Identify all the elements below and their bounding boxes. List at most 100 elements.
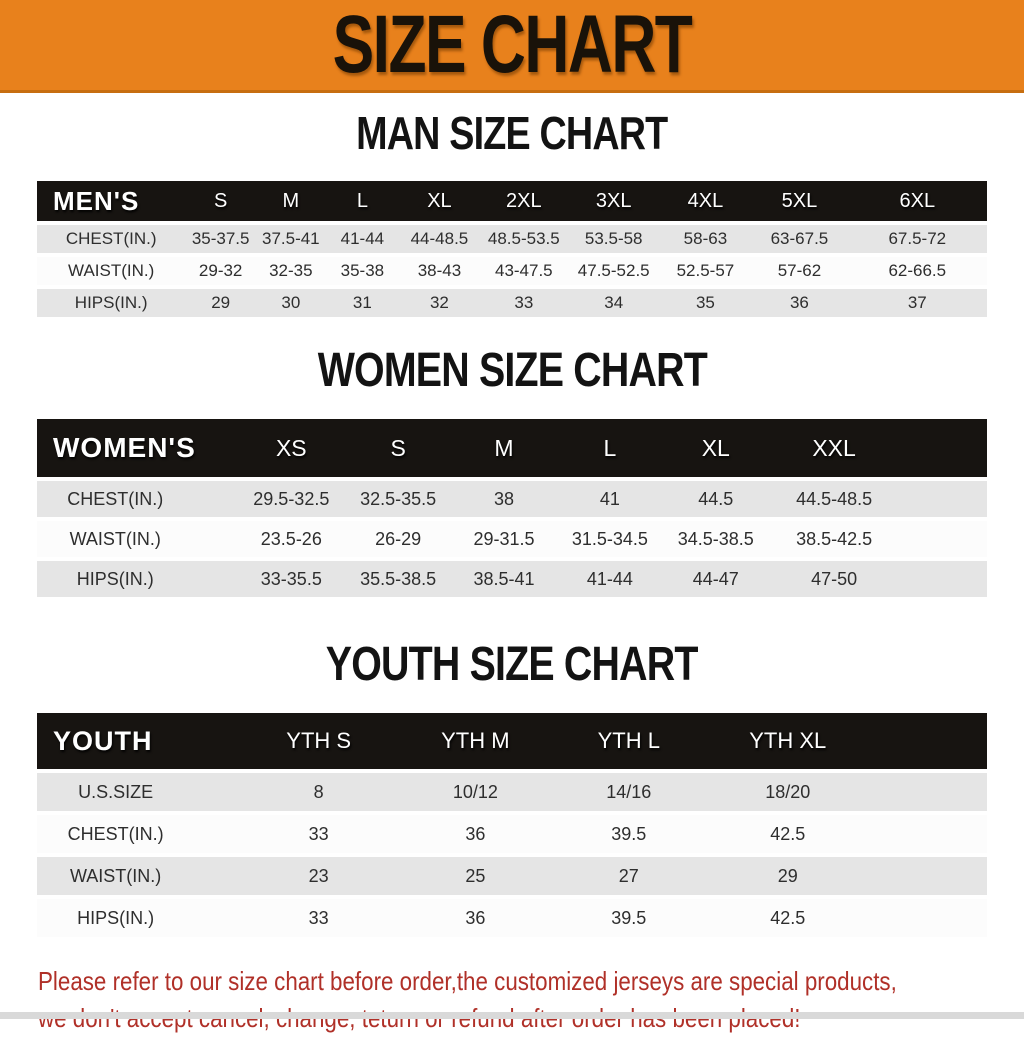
men-cell-value: 34	[567, 289, 660, 317]
women-cell-value: 29.5-32.5	[237, 481, 346, 517]
men-row-label: HIPS(IN.)	[37, 289, 186, 317]
men-column-header: S	[185, 181, 256, 221]
youth-cell-value: 8	[238, 773, 400, 811]
youth-cell-value: 25	[399, 857, 552, 895]
men-cell-value: 53.5-58	[567, 225, 660, 253]
women-table-row: HIPS(IN.) 33-35.5 35.5-38.5 38.5-41 41-44 44-…	[37, 561, 987, 597]
order-policy-line1: Please refer to our size chart before or…	[38, 966, 897, 996]
women-cell-value: 41-44	[556, 561, 663, 597]
women-cell-spacer	[899, 521, 987, 557]
men-column-header: L	[325, 181, 400, 221]
men-cell-value: 29-32	[185, 257, 256, 285]
women-cell-spacer	[899, 561, 987, 597]
women-header-row: WOMEN'S XS S M L XL XXL	[37, 419, 987, 477]
women-chart-heading: WOMEN SIZE CHART	[0, 345, 1024, 397]
women-column-header: XS	[237, 419, 346, 477]
men-cell-value: 43-47.5	[479, 257, 568, 285]
bottom-divider	[0, 1012, 1024, 1019]
men-chart-title: MAN SIZE CHART	[356, 107, 668, 159]
men-cell-value: 31	[325, 289, 400, 317]
men-cell-value: 37	[847, 289, 987, 317]
youth-size-section: YOUTH SIZE CHART YOUTH YTH S YTH M YTH L YTH…	[0, 639, 1024, 941]
women-cell-value: 34.5-38.5	[662, 521, 769, 557]
youth-chart-heading: YOUTH SIZE CHART	[0, 639, 1024, 691]
youth-corner-label: YOUTH	[37, 713, 239, 769]
men-cell-value: 47.5-52.5	[567, 257, 660, 285]
women-column-spacer	[899, 419, 987, 477]
men-column-header: 2XL	[479, 181, 568, 221]
men-cell-value: 37.5-41	[255, 225, 326, 253]
youth-table-row: CHEST(IN.) 33 36 39.5 42.5	[37, 815, 987, 853]
men-table-row: HIPS(IN.) 29 30 31 32 33 34 35 36 37	[37, 289, 987, 317]
women-cell-value: 32.5-35.5	[345, 481, 452, 517]
men-corner-label: MEN'S	[37, 181, 186, 221]
women-cell-value: 38	[451, 481, 557, 517]
women-cell-value: 47-50	[768, 561, 900, 597]
women-column-header: XXL	[768, 419, 900, 477]
youth-cell-value: 33	[238, 815, 400, 853]
women-cell-value: 33-35.5	[237, 561, 346, 597]
youth-cell-value: 27	[551, 857, 706, 895]
women-cell-value: 38.5-42.5	[768, 521, 900, 557]
men-row-label: WAIST(IN.)	[37, 257, 186, 285]
youth-cell-spacer	[869, 815, 987, 853]
men-cell-value: 48.5-53.5	[479, 225, 568, 253]
men-size-table: MEN'S S M L XL 2XL 3XL 4XL 5XL 6XL CHEST(IN.) 35-37…	[37, 177, 987, 321]
women-column-header: L	[556, 419, 663, 477]
men-cell-value: 58-63	[659, 225, 752, 253]
men-cell-value: 29	[185, 289, 256, 317]
youth-column-spacer	[869, 713, 987, 769]
youth-cell-value: 42.5	[705, 815, 870, 853]
women-size-table: WOMEN'S XS S M L XL XXL CHEST(IN.) 29.5-32.5 32.5…	[37, 415, 987, 601]
women-chart-title: WOMEN SIZE CHART	[317, 344, 707, 397]
men-cell-value: 32-35	[255, 257, 326, 285]
men-column-header: 5XL	[751, 181, 848, 221]
women-corner-label: WOMEN'S	[37, 419, 238, 477]
youth-table-row: WAIST(IN.) 23 25 27 29	[37, 857, 987, 895]
youth-row-label: WAIST(IN.)	[37, 857, 239, 895]
youth-chart-title: YOUTH SIZE CHART	[326, 638, 699, 691]
women-cell-value: 44-47	[662, 561, 769, 597]
women-column-header: M	[451, 419, 557, 477]
youth-size-table: YOUTH YTH S YTH M YTH L YTH XL U.S.SIZE 8 10/12…	[37, 709, 987, 941]
men-cell-value: 32	[399, 289, 480, 317]
women-cell-value: 35.5-38.5	[345, 561, 452, 597]
men-table-row: WAIST(IN.) 29-32 32-35 35-38 38-43 43-47.5 47.…	[37, 257, 987, 285]
youth-column-header: YTH M	[399, 713, 552, 769]
women-cell-value: 29-31.5	[451, 521, 557, 557]
men-row-label: CHEST(IN.)	[37, 225, 186, 253]
youth-cell-spacer	[869, 857, 987, 895]
men-cell-value: 38-43	[399, 257, 480, 285]
youth-cell-value: 39.5	[551, 899, 706, 937]
women-table-row: CHEST(IN.) 29.5-32.5 32.5-35.5 38 41 44.5 44.5…	[37, 481, 987, 517]
men-cell-value: 57-62	[751, 257, 848, 285]
women-table-row: WAIST(IN.) 23.5-26 26-29 29-31.5 31.5-34.5 34…	[37, 521, 987, 557]
women-row-label: WAIST(IN.)	[37, 521, 238, 557]
youth-table-row: U.S.SIZE 8 10/12 14/16 18/20	[37, 773, 987, 811]
women-cell-value: 38.5-41	[451, 561, 557, 597]
men-column-header: M	[255, 181, 326, 221]
men-cell-value: 52.5-57	[659, 257, 752, 285]
youth-cell-value: 36	[399, 815, 552, 853]
youth-column-header: YTH S	[238, 713, 400, 769]
youth-cell-value: 39.5	[551, 815, 706, 853]
youth-cell-spacer	[869, 773, 987, 811]
men-column-header: 4XL	[659, 181, 752, 221]
men-cell-value: 62-66.5	[847, 257, 987, 285]
women-cell-value: 23.5-26	[237, 521, 346, 557]
men-header-row: MEN'S S M L XL 2XL 3XL 4XL 5XL 6XL	[37, 181, 987, 221]
size-chart-title: SIZE CHART	[332, 0, 693, 90]
youth-table-row: HIPS(IN.) 33 36 39.5 42.5	[37, 899, 987, 937]
women-cell-spacer	[899, 481, 987, 517]
women-cell-value: 41	[556, 481, 663, 517]
youth-cell-value: 10/12	[399, 773, 552, 811]
youth-cell-value: 14/16	[551, 773, 706, 811]
women-size-section: WOMEN SIZE CHART WOMEN'S XS S M L XL XXL CHEST(…	[0, 345, 1024, 601]
order-policy-note: Please refer to our size chart before or…	[38, 963, 1024, 1037]
youth-cell-value: 36	[399, 899, 552, 937]
women-column-header: S	[345, 419, 452, 477]
men-cell-value: 63-67.5	[751, 225, 848, 253]
women-cell-value: 44.5-48.5	[768, 481, 900, 517]
men-column-header: 6XL	[847, 181, 987, 221]
youth-cell-value: 23	[238, 857, 400, 895]
